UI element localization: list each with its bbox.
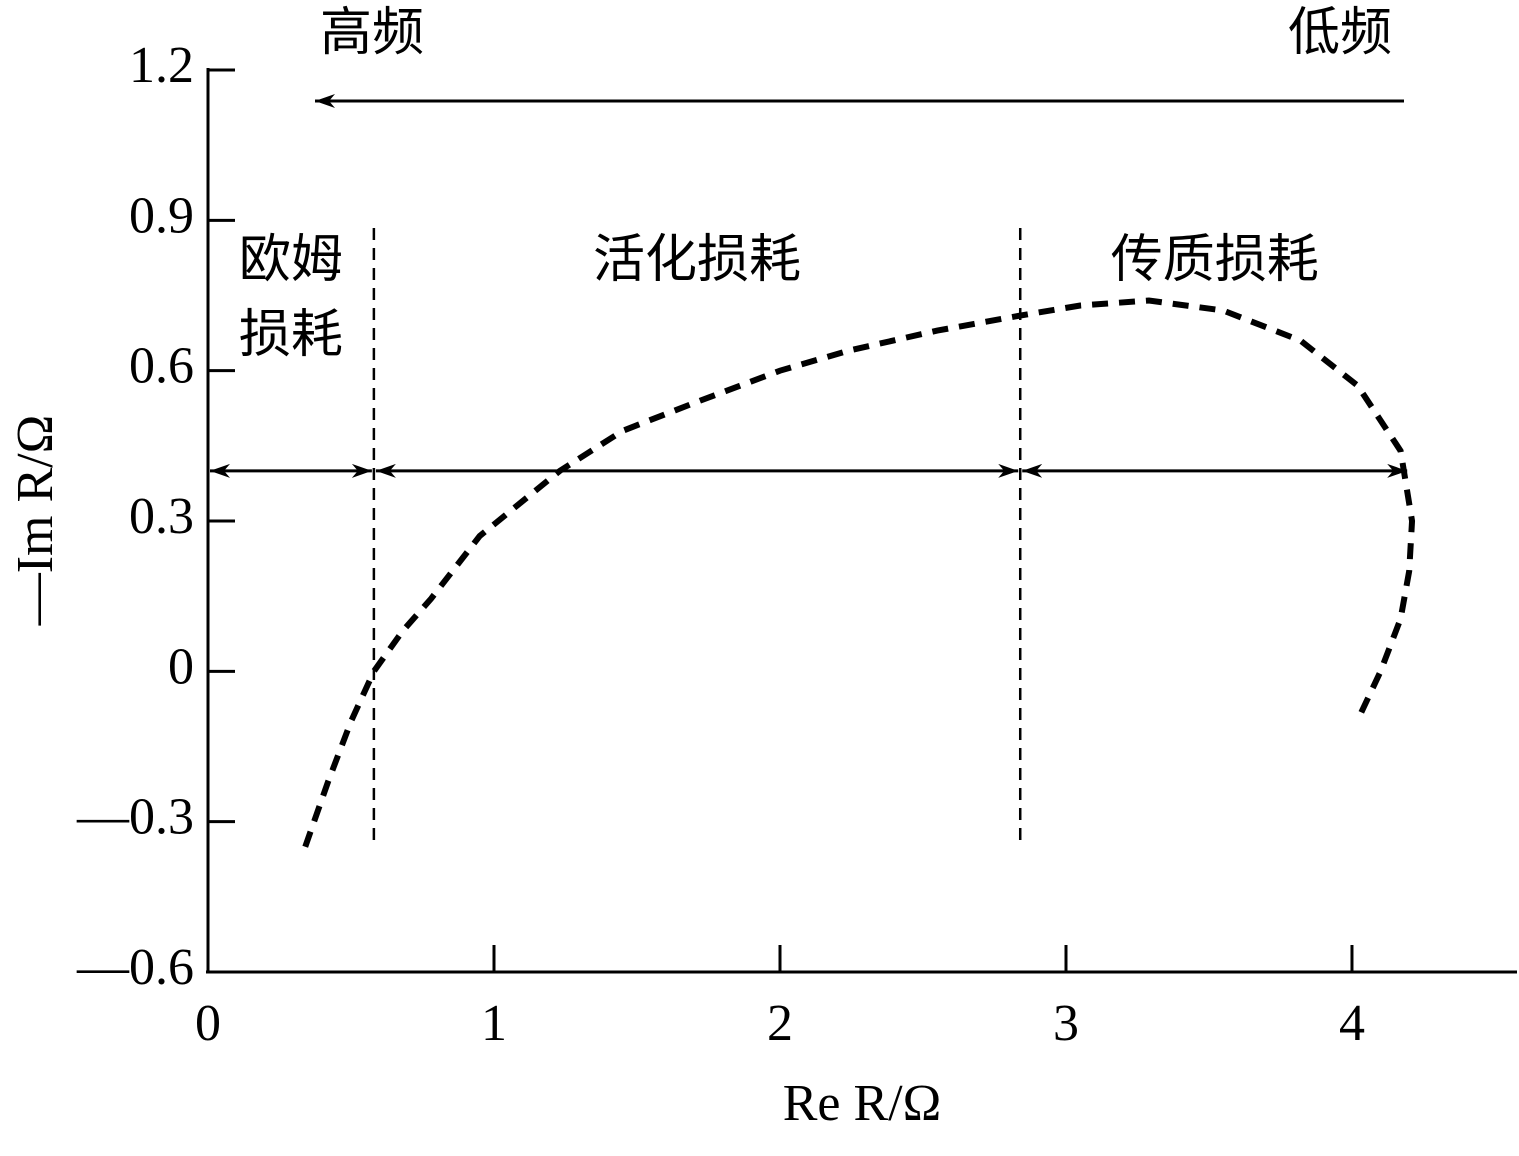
region-label: 传质损耗 xyxy=(1111,232,1319,289)
x-tick-label: 0 xyxy=(195,995,221,1052)
x-tick-label: 1 xyxy=(481,995,507,1052)
region-label: 欧姆 xyxy=(239,232,343,289)
region-label: 活化损耗 xyxy=(593,232,801,289)
y-tick-label: 0.9 xyxy=(129,187,194,244)
x-tick-label: 4 xyxy=(1339,995,1365,1052)
x-tick-label: 3 xyxy=(1053,995,1079,1052)
y-tick-label: 0 xyxy=(168,638,194,695)
y-tick-label: 0.3 xyxy=(129,488,194,545)
x-tick-label: 2 xyxy=(767,995,793,1052)
direction-right: 低频 xyxy=(1288,5,1392,62)
y-tick-label: 0.6 xyxy=(129,338,194,395)
impedance-curve xyxy=(302,297,1416,848)
region-label: 损耗 xyxy=(239,307,343,364)
direction-left: 高频 xyxy=(320,5,424,62)
x-axis-label: Re R/Ω xyxy=(783,1075,942,1132)
y-tick-label: —0.3 xyxy=(76,789,194,846)
y-axis-label: —Im R/Ω xyxy=(7,415,64,627)
y-tick-label: 1.2 xyxy=(129,37,194,94)
y-tick-label: —0.6 xyxy=(76,939,194,996)
